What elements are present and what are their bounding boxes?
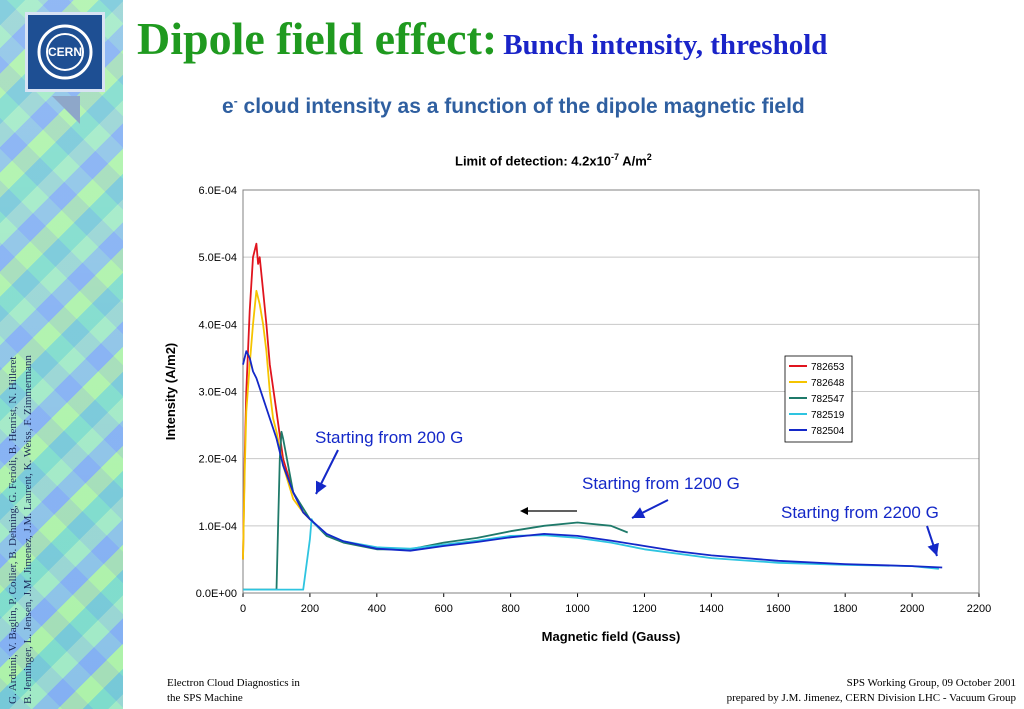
y-tick-label: 6.0E-04 bbox=[198, 185, 237, 197]
chart-title-exp: -7 bbox=[611, 152, 620, 162]
plot-area-frame bbox=[242, 189, 980, 594]
annotation-label: Starting from 200 G bbox=[315, 428, 463, 447]
x-tick-label: 1000 bbox=[565, 603, 589, 615]
x-tick-label: 600 bbox=[435, 603, 453, 615]
series-line-782519 bbox=[243, 518, 939, 591]
footer-right-line-1: SPS Working Group, 09 October 2001 bbox=[846, 677, 1016, 689]
footer-left-line-1: Electron Cloud Diagnostics in bbox=[167, 677, 300, 689]
series-line-782653 bbox=[242, 242, 311, 560]
chart-title-mid: A/m bbox=[619, 153, 647, 169]
x-tick-label: 2200 bbox=[967, 603, 991, 615]
annotation-arrow bbox=[315, 449, 339, 495]
subtitle-rest: cloud intensity as a function of the dip… bbox=[237, 95, 805, 118]
chart-title-pre: Limit of detection: 4.2x10 bbox=[455, 153, 612, 169]
legend-label-782648: 782648 bbox=[811, 378, 845, 389]
authors-line-2: B. Jenninger, L. Jensen, J.M. Jimenez, J… bbox=[22, 355, 34, 704]
x-tick-label: 1600 bbox=[766, 603, 790, 615]
authors-block: G. Arduini, V. Baglin, P. Collier, B. De… bbox=[6, 274, 36, 704]
x-tick-label: 400 bbox=[368, 603, 386, 615]
slide-subtitle: e- cloud intensity as a function of the … bbox=[222, 94, 805, 119]
chart-title-exp2: 2 bbox=[646, 152, 652, 162]
subtitle-sup: - bbox=[233, 94, 238, 108]
x-tick-label: 1400 bbox=[699, 603, 723, 615]
series-line-782504 bbox=[242, 350, 943, 569]
slide-title: Dipole field effect: Bunch intensity, thr… bbox=[137, 12, 827, 65]
footer-left: Electron Cloud Diagnostics in the SPS Ma… bbox=[167, 676, 300, 706]
y-tick-label: 3.0E-04 bbox=[198, 387, 237, 399]
authors-line-1: G. Arduini, V. Baglin, P. Collier, B. De… bbox=[7, 356, 19, 704]
legend-label-782504: 782504 bbox=[811, 426, 845, 437]
footer-right-line-2: prepared by J.M. Jimenez, CERN Division … bbox=[726, 692, 1016, 704]
legend-label-782653: 782653 bbox=[811, 362, 845, 373]
footer-left-line-2: the SPS Machine bbox=[167, 692, 243, 704]
y-tick-label: 1.0E-04 bbox=[198, 521, 237, 533]
annotation-label: Starting from 2200 G bbox=[781, 503, 939, 522]
series-line-782547 bbox=[243, 430, 629, 591]
slide-title-sub: Bunch intensity, threshold bbox=[503, 29, 828, 61]
x-tick-label: 200 bbox=[301, 603, 319, 615]
y-tick-label: 4.0E-04 bbox=[198, 319, 237, 331]
y-tick-label: 5.0E-04 bbox=[198, 252, 237, 264]
logo-arrow-decoration bbox=[52, 96, 80, 124]
x-tick-label: 0 bbox=[240, 603, 246, 615]
footer-right: SPS Working Group, 09 October 2001 prepa… bbox=[727, 676, 1016, 706]
cern-logo-text: CERN bbox=[48, 45, 82, 59]
x-tick-label: 1200 bbox=[632, 603, 656, 615]
annotation-arrow bbox=[926, 525, 939, 557]
annotation-label: Starting from 1200 G bbox=[582, 474, 740, 493]
y-tick-label: 2.0E-04 bbox=[198, 454, 237, 466]
x-axis-label: Magnetic field (Gauss) bbox=[542, 629, 681, 644]
y-axis-label: Intensity (A/m2) bbox=[163, 343, 178, 441]
x-tick-label: 800 bbox=[501, 603, 519, 615]
scan-direction-arrowhead bbox=[520, 507, 528, 515]
chart-title: Limit of detection: 4.2x10-7 A/m2 bbox=[455, 152, 652, 168]
slide-title-main: Dipole field effect: bbox=[137, 13, 498, 64]
cern-logo: CERN bbox=[25, 12, 105, 92]
subtitle-e: e bbox=[222, 95, 234, 118]
x-tick-label: 2000 bbox=[900, 603, 924, 615]
series-line-782648 bbox=[242, 289, 311, 560]
legend-label-782519: 782519 bbox=[811, 410, 845, 421]
annotation-arrow bbox=[631, 499, 669, 519]
legend-label-782547: 782547 bbox=[811, 394, 845, 405]
x-tick-label: 1800 bbox=[833, 603, 857, 615]
y-tick-label: 0.0E+00 bbox=[196, 588, 237, 600]
cern-logo-graphic: CERN bbox=[37, 24, 93, 80]
